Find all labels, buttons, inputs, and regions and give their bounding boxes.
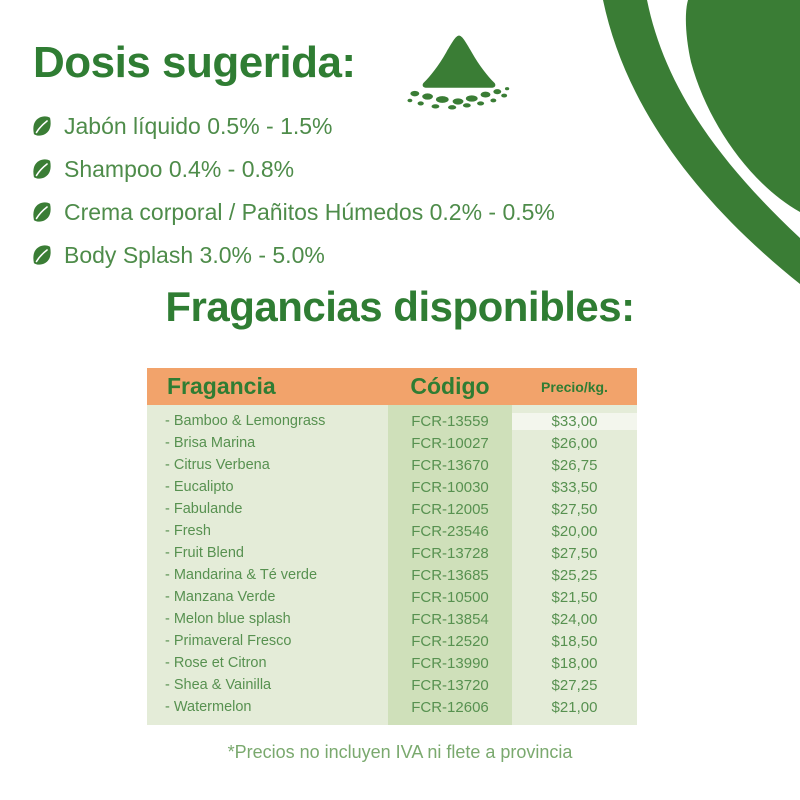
fragrance-price: $25,25 <box>551 566 598 584</box>
fragrance-name: - Melon blue splash <box>165 611 291 627</box>
fragrance-code: FCR-13728 <box>411 544 489 562</box>
fragrance-name: - Fabulande <box>165 501 243 517</box>
fragrance-price: $27,25 <box>551 676 598 694</box>
dosage-item-label: Body Splash 3.0% - 5.0% <box>64 241 325 268</box>
table-row: - Fruit Blend FCR-13728 $27,50 <box>147 542 637 564</box>
dosage-title: Dosis sugerida: <box>33 38 356 87</box>
fragrance-code: FCR-13720 <box>411 676 489 694</box>
table-row: - Fabulande FCR-12005 $27,50 <box>147 498 637 520</box>
fragrance-code: FCR-13990 <box>411 654 489 672</box>
table-row: - Fresh FCR-23546 $20,00 <box>147 520 637 542</box>
table-row: - Melon blue splash FCR-13854 $24,00 <box>147 608 637 630</box>
table-row: - Citrus Verbena FCR-13670 $26,75 <box>147 454 637 476</box>
fragrance-code: FCR-12005 <box>411 500 489 518</box>
table-row: - Brisa Marina FCR-10027 $26,00 <box>147 432 637 454</box>
leaf-icon <box>33 202 51 222</box>
powder-pile-icon <box>407 35 510 110</box>
fragrance-name: - Eucalipto <box>165 479 234 495</box>
column-header-precio: Precio/kg. <box>541 378 608 395</box>
fragrance-table-body: - Bamboo & Lemongrass FCR-13559 $33,00 - Br… <box>147 405 637 725</box>
fragrance-code: FCR-13559 <box>411 412 489 430</box>
fragrance-code: FCR-13670 <box>411 456 489 474</box>
table-row: - Primaveral Fresco FCR-12520 $18,50 <box>147 630 637 652</box>
fragrance-code: FCR-12520 <box>411 632 489 650</box>
fragrance-code: FCR-13854 <box>411 610 489 628</box>
fragrance-price: $20,00 <box>551 522 598 540</box>
fragrance-code: FCR-10027 <box>411 434 489 452</box>
fragrance-name: - Mandarina & Té verde <box>165 567 318 583</box>
fragrance-name: - Brisa Marina <box>165 435 256 451</box>
table-row: - Mandarina & Té verde FCR-13685 $25,25 <box>147 564 637 586</box>
fragrance-name: - Fruit Blend <box>165 545 244 561</box>
fragrance-price: $26,00 <box>551 434 598 452</box>
fragrance-name: - Citrus Verbena <box>165 457 270 473</box>
dosage-item-label: Shampoo 0.4% - 0.8% <box>64 155 295 182</box>
fragrance-price: $24,00 <box>551 610 598 628</box>
table-row: - Manzana Verde FCR-10500 $21,50 <box>147 586 637 608</box>
fragrance-name: - Manzana Verde <box>165 589 276 605</box>
dosage-item: Jabón líquido 0.5% - 1.5% <box>31 113 591 139</box>
fragrance-price: $21,50 <box>551 588 598 606</box>
column-header-codigo: Código <box>410 373 490 399</box>
dosage-list: Jabón líquido 0.5% - 1.5% Shampoo 0.4% -… <box>31 113 591 285</box>
fragrance-name: - Fresh <box>165 523 211 539</box>
table-row: - Bamboo & Lemongrass FCR-13559 $33,00 <box>147 410 637 432</box>
fragrance-table-header: Fragancia Código Precio/kg. <box>147 368 637 405</box>
fragrance-table: Fragancia Código Precio/kg. - Bamboo & L… <box>147 368 637 725</box>
table-row: - Eucalipto FCR-10030 $33,50 <box>147 476 637 498</box>
dosage-item: Shampoo 0.4% - 0.8% <box>31 156 591 182</box>
fragrance-price: $27,50 <box>551 544 598 562</box>
leaf-corner-decoration-icon <box>603 0 800 284</box>
leaf-icon <box>33 245 51 265</box>
fragrances-title: Fragancias disponibles: <box>165 283 635 330</box>
table-row: - Watermelon FCR-12606 $21,00 <box>147 696 637 718</box>
dosage-item: Body Splash 3.0% - 5.0% <box>31 242 591 268</box>
fragrance-name: - Watermelon <box>165 699 252 715</box>
fragrance-price: $21,00 <box>551 698 598 716</box>
fragrance-name: - Bamboo & Lemongrass <box>165 413 326 429</box>
table-row: - Shea & Vainilla FCR-13720 $27,25 <box>147 674 637 696</box>
leaf-icon <box>33 159 51 179</box>
fragrance-price: $26,75 <box>551 456 598 474</box>
fragrance-price: $27,50 <box>551 500 598 518</box>
fragrance-code: FCR-10030 <box>411 478 489 496</box>
fragrance-name: - Primaveral Fresco <box>165 633 292 649</box>
code-column-background <box>388 405 512 725</box>
fragrance-name: - Shea & Vainilla <box>165 677 272 693</box>
fragrance-price: $18,00 <box>551 654 598 672</box>
fragrance-code: FCR-23546 <box>411 522 489 540</box>
dosage-item-label: Crema corporal / Pañitos Húmedos 0.2% - … <box>64 198 555 225</box>
fragrance-code: FCR-12606 <box>411 698 489 716</box>
price-footnote: *Precios no incluyen IVA ni flete a prov… <box>227 742 573 762</box>
fragrance-price: $33,00 <box>512 412 637 430</box>
fragrance-name: - Rose et Citron <box>165 655 267 671</box>
column-header-fragancia: Fragancia <box>167 373 276 399</box>
fragrance-price: $18,50 <box>551 632 598 650</box>
leaf-icon <box>33 116 51 136</box>
dosage-item-label: Jabón líquido 0.5% - 1.5% <box>64 112 333 139</box>
table-row: - Rose et Citron FCR-13990 $18,00 <box>147 652 637 674</box>
fragrance-code: FCR-13685 <box>411 566 489 584</box>
fragrance-code: FCR-10500 <box>411 588 489 606</box>
fragrance-price: $33,50 <box>551 478 598 496</box>
dosage-item: Crema corporal / Pañitos Húmedos 0.2% - … <box>31 199 591 225</box>
